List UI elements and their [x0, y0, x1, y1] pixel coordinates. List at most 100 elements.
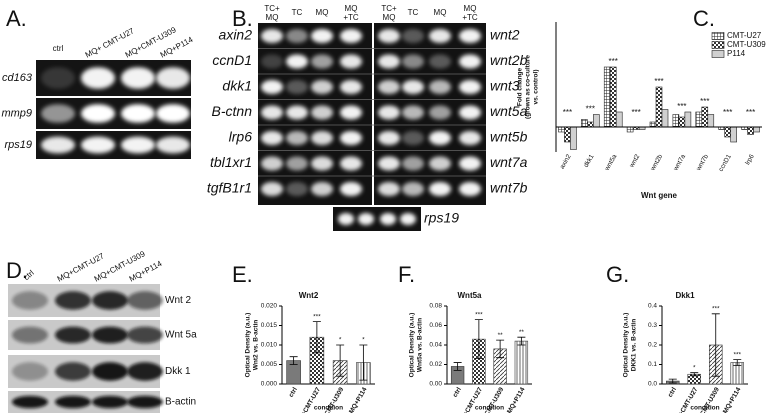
chart-title: Dkk1	[675, 291, 695, 300]
bar	[678, 116, 686, 128]
x-tick-label: ccnD1	[718, 153, 733, 173]
error-bar	[312, 321, 321, 354]
error-bar	[289, 356, 298, 365]
column-label-line: MQ	[464, 4, 477, 13]
panel-label: D.	[6, 258, 28, 283]
band	[459, 105, 481, 120]
annotation: ***	[700, 97, 709, 106]
column-label: MQ +TC	[462, 4, 478, 22]
band	[12, 326, 48, 344]
y-tick-label: 0.020	[261, 303, 278, 310]
band	[55, 291, 91, 310]
bar	[558, 126, 565, 133]
bar	[707, 114, 715, 128]
error-bar	[690, 372, 699, 377]
band	[41, 67, 75, 89]
y-tick-label: 0.3	[648, 322, 657, 329]
bar	[587, 121, 594, 128]
band	[429, 29, 451, 43]
panel-label: G.	[606, 262, 629, 287]
band	[429, 131, 451, 145]
band	[400, 213, 416, 225]
error-bar	[668, 378, 677, 384]
column-label-line: MQ	[383, 13, 396, 22]
x-tick-label: MQ+P114	[722, 386, 743, 413]
band	[127, 395, 163, 409]
x-tick-label: wnt7b	[695, 153, 710, 173]
x-tick-label: ctrl	[288, 386, 299, 398]
band	[286, 182, 308, 196]
row-label: B-actin	[165, 397, 196, 408]
band	[311, 105, 333, 120]
column-label: TC	[408, 8, 419, 17]
row-label: wnt2	[490, 27, 520, 43]
band	[311, 80, 333, 94]
error-bar	[359, 344, 368, 381]
annotation: ***	[586, 105, 595, 114]
band	[286, 54, 308, 69]
y-axis-title: Optical Density (a.u.)	[245, 313, 252, 378]
column-label-line: MQ	[345, 4, 358, 13]
annotation: *	[362, 337, 365, 344]
band	[311, 29, 333, 43]
band	[311, 156, 333, 171]
band	[261, 131, 283, 145]
legend-swatch	[711, 50, 725, 58]
column-label: TC+ MQ	[264, 4, 280, 22]
bar	[514, 340, 529, 385]
x-tick-label: wnt5a	[603, 153, 618, 173]
annotation: ***	[723, 108, 732, 117]
band	[127, 291, 163, 310]
row-label: wnt7b	[490, 180, 528, 196]
x-axis-title: condition	[475, 405, 504, 412]
y-tick-label: 0.2	[648, 342, 657, 349]
legend-label: CMT-U27	[727, 31, 762, 40]
y-tick-label: 0.0	[648, 381, 657, 388]
bar	[626, 126, 634, 133]
band	[121, 67, 155, 89]
row-label: axin2	[219, 27, 253, 43]
error-bar	[733, 359, 742, 366]
band	[402, 131, 424, 145]
band	[459, 29, 481, 43]
y-axis-title: Optical Density (a.u.)	[409, 313, 416, 378]
band	[121, 104, 155, 123]
band	[55, 362, 91, 381]
annotation: ***	[654, 77, 663, 86]
y-tick-label: 0.08	[429, 303, 442, 310]
annotation: ***	[733, 351, 741, 358]
bar	[615, 111, 623, 128]
band	[81, 104, 115, 123]
bar	[570, 126, 577, 150]
band	[12, 291, 48, 310]
annotation: ***	[712, 306, 720, 313]
band	[378, 80, 400, 94]
band	[286, 131, 308, 145]
band	[429, 80, 451, 94]
y-tick-label: 0.000	[261, 381, 278, 388]
band	[402, 80, 424, 94]
x-axis-title: condition	[690, 405, 719, 412]
row-label: wnt7a	[490, 154, 528, 170]
band	[12, 395, 48, 409]
panel-label: B.	[232, 6, 253, 31]
row-label: tgfB1r1	[207, 180, 252, 196]
bar	[655, 86, 663, 128]
band	[156, 136, 190, 154]
bar	[701, 106, 709, 128]
band	[340, 29, 362, 43]
band	[156, 67, 190, 89]
band	[338, 213, 354, 225]
row-label: cd163	[2, 72, 33, 84]
column-label-line: +TC	[343, 13, 359, 22]
row-label: lrp6	[229, 129, 253, 145]
x-tick-label: wnt7a	[672, 153, 687, 173]
band	[402, 156, 424, 171]
bar	[661, 109, 669, 128]
chart-title: Wnt5a	[458, 291, 483, 300]
y-tick-label: 0.005	[261, 361, 278, 368]
legend-swatch	[711, 32, 725, 40]
bar	[672, 114, 680, 128]
row-label: wnt5b	[490, 129, 528, 145]
